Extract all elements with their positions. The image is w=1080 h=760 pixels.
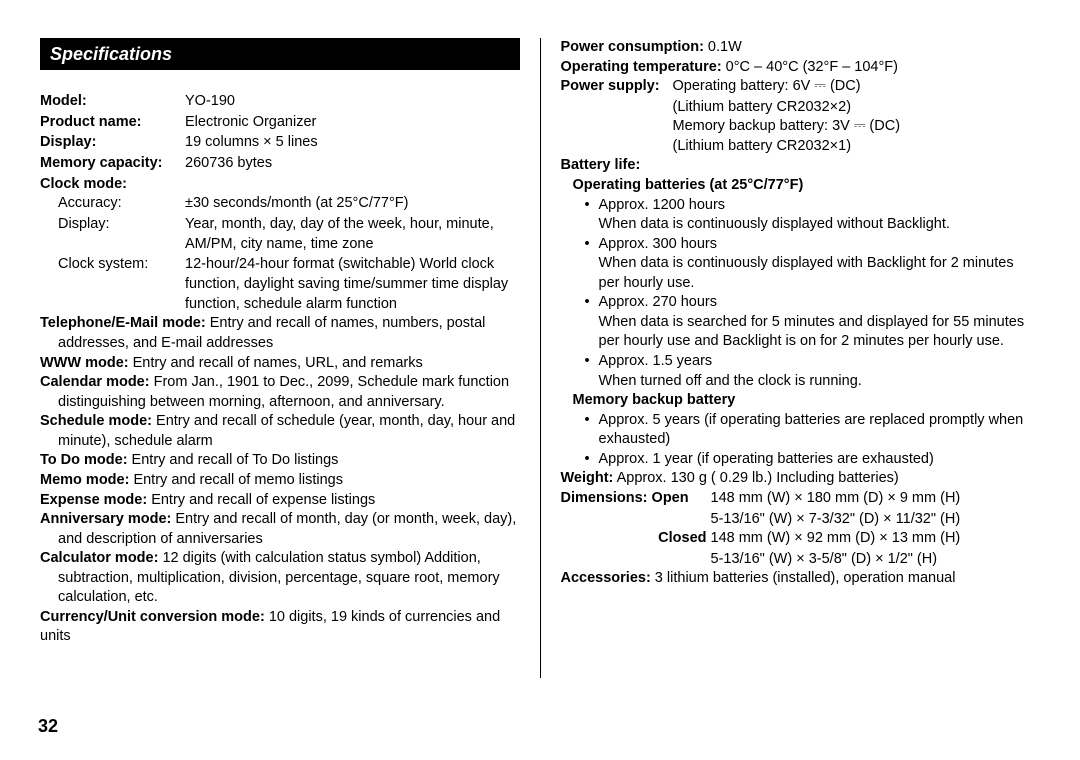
sched-value1: Entry and recall of schedule (year, mont… — [152, 413, 515, 429]
acc-label: Accessories: — [561, 570, 651, 586]
battery-item: Approx. 1 year (if operating batteries a… — [561, 450, 1041, 470]
accuracy-label: Accuracy: — [40, 194, 185, 214]
battery-item-desc: When data is continuously displayed with… — [561, 215, 1041, 235]
calc-value1: 12 digits (with calculation status symbo… — [158, 550, 480, 566]
operating-battery-list: Approx. 1200 hours When data is continuo… — [561, 196, 1041, 392]
battery-item-desc: When data is continuously displayed with… — [561, 254, 1041, 274]
battery-item: Approx. 300 hours — [561, 235, 1041, 255]
page-content: Specifications Model: YO-190 Product name… — [40, 38, 1040, 678]
pc-value: 0.1W — [704, 39, 742, 55]
clocksystem-label: Clock system: — [40, 255, 185, 275]
battery-item-desc: exhausted) — [561, 430, 1041, 450]
left-column: Specifications Model: YO-190 Product name… — [40, 38, 540, 678]
page-number: 32 — [38, 714, 58, 738]
ob-label: Operating batteries (at 25°C/77°F) — [573, 177, 804, 193]
memcap-value: 260736 bytes — [185, 154, 520, 174]
exp-value: Entry and recall of expense listings — [147, 492, 375, 508]
ps-value2: (Lithium battery CR2032×2) — [561, 98, 1041, 118]
cal-label: Calendar mode: — [40, 374, 150, 390]
www-label: WWW mode: — [40, 355, 129, 371]
battery-item: Approx. 270 hours — [561, 293, 1041, 313]
ps-value3: Memory backup battery: 3V ⎓ (DC) — [561, 117, 1041, 137]
battery-item: Approx. 5 years (if operating batteries … — [561, 411, 1041, 431]
display-label: Display: — [40, 134, 96, 150]
bl-label: Battery life: — [561, 157, 641, 173]
mbb-label: Memory backup battery — [573, 392, 736, 408]
tel-value1: Entry and recall of names, numbers, post… — [206, 315, 486, 331]
tel-label: Telephone/E-Mail mode: — [40, 315, 206, 331]
dim-closed-value2: 5-13/16" (W) × 3-5/8" (D) × 1/2" (H) — [561, 550, 1041, 570]
clockmode-label: Clock mode: — [40, 176, 127, 192]
sched-value2: minute), schedule alarm — [40, 432, 520, 452]
clockdisplay-label: Display: — [40, 215, 185, 235]
model-value: YO-190 — [185, 92, 520, 112]
right-column: Power consumption: 0.1W Operating temper… — [540, 38, 1041, 678]
dim-closed-label: Closed — [658, 530, 706, 546]
display-value: 19 columns × 5 lines — [185, 133, 520, 153]
clockdisplay-value2: AM/PM, city name, time zone — [40, 235, 520, 255]
dim-open-label: Open — [648, 490, 689, 506]
productname-value: Electronic Organizer — [185, 113, 520, 133]
curr-label: Currency/Unit conversion mode: — [40, 609, 265, 625]
model-label: Model: — [40, 93, 87, 109]
ps-value4: (Lithium battery CR2032×1) — [561, 137, 1041, 157]
anniv-value2: and description of anniversaries — [40, 530, 520, 550]
calc-value2: subtraction, multiplication, division, p… — [40, 569, 520, 589]
ps-label: Power supply: — [561, 78, 660, 94]
clocksystem-value1: 12-hour/24-hour format (switchable) Worl… — [185, 255, 520, 275]
memo-label: Memo mode: — [40, 472, 129, 488]
anniv-value1: Entry and recall of month, day (or month… — [171, 511, 516, 527]
weight-value: Approx. 130 g ( 0.29 lb.) Including batt… — [613, 470, 898, 486]
exp-label: Expense mode: — [40, 492, 147, 508]
accuracy-value: ±30 seconds/month (at 25°C/77°F) — [185, 194, 520, 214]
clockdisplay-value1: Year, month, day, day of the week, hour,… — [185, 215, 520, 235]
battery-item: Approx. 1200 hours — [561, 196, 1041, 216]
battery-item-desc: When turned off and the clock is running… — [561, 372, 1041, 392]
pc-label: Power consumption: — [561, 39, 704, 55]
weight-label: Weight: — [561, 470, 614, 486]
productname-label: Product name: — [40, 114, 142, 130]
sched-label: Schedule mode: — [40, 413, 152, 429]
section-header: Specifications — [40, 38, 520, 70]
tel-value2: addresses, and E-mail addresses — [40, 334, 520, 354]
ot-value: 0°C – 40°C (32°F – 104°F) — [722, 59, 898, 75]
ps-value1: Operating battery: 6V ⎓ (DC) — [673, 77, 861, 97]
clocksystem-value2: function, daylight saving time/summer ti… — [40, 275, 520, 295]
dim-open-value2: 5-13/16" (W) × 7-3/32" (D) × 11/32" (H) — [561, 510, 1041, 530]
ot-label: Operating temperature: — [561, 59, 722, 75]
todo-value: Entry and recall of To Do listings — [128, 452, 339, 468]
anniv-label: Anniversary mode: — [40, 511, 171, 527]
cal-value1: From Jan., 1901 to Dec., 2099, Schedule … — [150, 374, 509, 390]
battery-item-desc: per hourly use and Backlight is on for 2… — [561, 332, 1041, 352]
cal-value2: distinguishing between morning, afternoo… — [40, 393, 520, 413]
www-value: Entry and recall of names, URL, and rema… — [129, 355, 423, 371]
calc-value3: calculation, etc. — [40, 588, 520, 608]
battery-item: Approx. 1.5 years — [561, 352, 1041, 372]
acc-value: 3 lithium batteries (installed), operati… — [651, 570, 956, 586]
memory-battery-list: Approx. 5 years (if operating batteries … — [561, 411, 1041, 470]
battery-item-desc: per hourly use. — [561, 274, 1041, 294]
dim-closed-value1: 148 mm (W) × 92 mm (D) × 13 mm (H) — [711, 529, 961, 549]
memcap-label: Memory capacity: — [40, 155, 163, 171]
dim-label: Dimensions: — [561, 490, 648, 506]
dim-open-value1: 148 mm (W) × 180 mm (D) × 9 mm (H) — [711, 489, 961, 509]
calc-label: Calculator mode: — [40, 550, 158, 566]
clocksystem-value3: function, schedule alarm function — [40, 295, 520, 315]
todo-label: To Do mode: — [40, 452, 128, 468]
battery-item-desc: When data is searched for 5 minutes and … — [561, 313, 1041, 333]
memo-value: Entry and recall of memo listings — [129, 472, 343, 488]
